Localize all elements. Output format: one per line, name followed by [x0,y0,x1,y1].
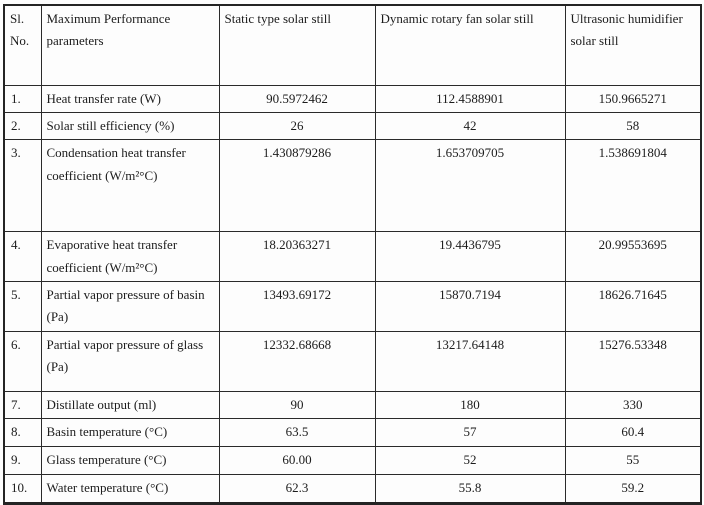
ultrasonic-value-cell: 60.4 [564,418,702,448]
performance-comparison-table: Sl. No. Maximum Performance parameters S… [3,4,702,505]
row-number-cell: 10. [3,474,42,504]
static-value-cell: 60.00 [218,446,376,476]
row-number-cell: 5. [3,280,42,332]
table-row: 8. Basin temperature (°C) 63.5 57 60.4 [3,418,702,448]
header-cell-sl-no: Sl. No. [3,4,42,86]
ultrasonic-value-cell: 20.99553695 [564,231,702,282]
row-number-cell: 3. [3,139,42,233]
ultrasonic-value-cell: 330 [564,390,702,420]
header-cell-static: Static type solar still [218,4,376,86]
static-value-cell: 13493.69172 [218,280,376,332]
table-row: 10. Water temperature (°C) 62.3 55.8 59.… [3,474,702,504]
ultrasonic-value-cell: 15276.53348 [564,330,702,392]
header-cell-ultrasonic: Ultrasonic humidifier solar still [564,4,702,86]
table-row: 6. Partial vapor pressure of glass (Pa) … [3,330,702,392]
dynamic-value-cell: 13217.64148 [374,330,566,392]
parameter-cell: Partial vapor pressure of basin (Pa) [40,280,220,332]
static-value-cell: 63.5 [218,418,376,448]
header-cell-parameters: Maximum Performance parameters [40,4,220,86]
static-value-cell: 90 [218,390,376,420]
table-row: 3. Condensation heat transfer coefficien… [3,139,702,233]
ultrasonic-value-cell: 55 [564,446,702,476]
row-number-cell: 6. [3,330,42,392]
dynamic-value-cell: 15870.7194 [374,280,566,332]
dynamic-value-cell: 52 [374,446,566,476]
row-number-cell: 4. [3,231,42,282]
ultrasonic-value-cell: 1.538691804 [564,139,702,233]
parameter-cell: Condensation heat transfer coefficient (… [40,139,220,233]
row-number-cell: 7. [3,390,42,420]
header-cell-dynamic: Dynamic rotary fan solar still [374,4,566,86]
ultrasonic-value-cell: 58 [564,111,702,141]
ultrasonic-value-cell: 18626.71645 [564,280,702,332]
dynamic-value-cell: 19.4436795 [374,231,566,282]
parameter-cell: Basin temperature (°C) [40,418,220,448]
row-number-cell: 1. [3,84,42,113]
parameter-cell: Evaporative heat transfer coefficient (W… [40,231,220,282]
table-row: 9. Glass temperature (°C) 60.00 52 55 [3,446,702,476]
dynamic-value-cell: 1.653709705 [374,139,566,233]
ultrasonic-value-cell: 150.9665271 [564,84,702,113]
parameter-cell: Heat transfer rate (W) [40,84,220,113]
dynamic-value-cell: 57 [374,418,566,448]
ultrasonic-value-cell: 59.2 [564,474,702,504]
static-value-cell: 90.5972462 [218,84,376,113]
row-number-cell: 2. [3,111,42,141]
static-value-cell: 26 [218,111,376,141]
parameter-cell: Water temperature (°C) [40,474,220,504]
row-number-cell: 8. [3,418,42,448]
table-row: 2. Solar still efficiency (%) 26 42 58 [3,111,702,141]
parameter-cell: Partial vapor pressure of glass (Pa) [40,330,220,392]
table-row: 5. Partial vapor pressure of basin (Pa) … [3,280,702,332]
row-number-cell: 9. [3,446,42,476]
parameter-cell: Solar still efficiency (%) [40,111,220,141]
dynamic-value-cell: 112.4588901 [374,84,566,113]
table-header-row: Sl. No. Maximum Performance parameters S… [3,4,702,86]
table-row: 7. Distillate output (ml) 90 180 330 [3,390,702,420]
static-value-cell: 62.3 [218,474,376,504]
dynamic-value-cell: 42 [374,111,566,141]
parameter-cell: Glass temperature (°C) [40,446,220,476]
dynamic-value-cell: 180 [374,390,566,420]
dynamic-value-cell: 55.8 [374,474,566,504]
table-row: 4. Evaporative heat transfer coefficient… [3,231,702,282]
static-value-cell: 18.20363271 [218,231,376,282]
static-value-cell: 12332.68668 [218,330,376,392]
static-value-cell: 1.430879286 [218,139,376,233]
table-row: 1. Heat transfer rate (W) 90.5972462 112… [3,84,702,113]
parameter-cell: Distillate output (ml) [40,390,220,420]
